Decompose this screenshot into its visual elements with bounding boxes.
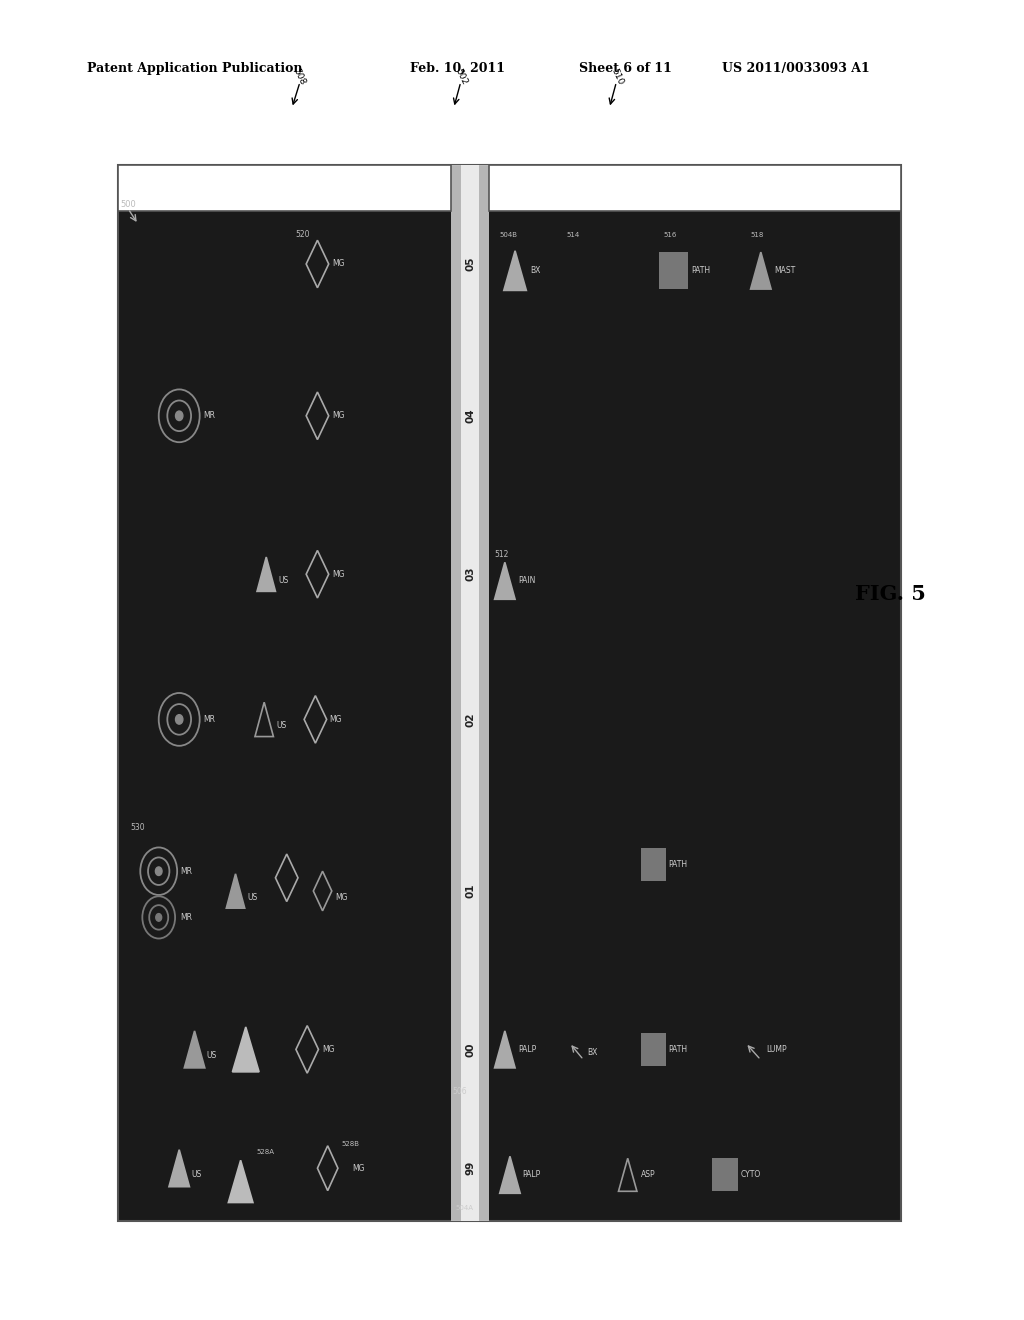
Text: PALP: PALP — [522, 1171, 541, 1179]
Bar — [118, 165, 901, 1221]
Circle shape — [175, 714, 183, 725]
Text: Sheet 6 of 11: Sheet 6 of 11 — [579, 62, 672, 75]
Text: US: US — [207, 1052, 217, 1060]
Text: 528A: 528A — [256, 1150, 274, 1155]
Text: 500: 500 — [121, 201, 136, 209]
Text: 99: 99 — [465, 1162, 475, 1175]
Text: MAST: MAST — [774, 267, 796, 275]
Text: MG: MG — [330, 715, 342, 723]
Text: 516: 516 — [664, 232, 677, 238]
Text: MR: MR — [180, 913, 193, 921]
Bar — [489, 165, 901, 211]
Text: Feb. 10, 2011: Feb. 10, 2011 — [410, 62, 505, 75]
Polygon shape — [184, 1031, 205, 1068]
Polygon shape — [495, 1031, 515, 1068]
Bar — [118, 165, 451, 211]
Text: FIG. 5: FIG. 5 — [855, 583, 926, 605]
Text: PALP: PALP — [518, 1045, 537, 1053]
Polygon shape — [169, 1150, 189, 1187]
Text: US 2011/0033093 A1: US 2011/0033093 A1 — [722, 62, 869, 75]
Text: 04: 04 — [465, 408, 475, 424]
Text: MG: MG — [335, 894, 347, 902]
Circle shape — [156, 913, 162, 921]
Text: Patent Application Publication: Patent Application Publication — [87, 62, 302, 75]
Text: 506: 506 — [453, 1088, 467, 1096]
Text: 00: 00 — [465, 1043, 475, 1056]
Text: PATH: PATH — [669, 1045, 688, 1053]
Text: 502: 502 — [454, 67, 469, 86]
Text: MG: MG — [332, 570, 344, 578]
Text: 530: 530 — [130, 824, 144, 832]
Bar — [641, 1032, 667, 1067]
Polygon shape — [257, 557, 275, 591]
Polygon shape — [500, 1156, 520, 1193]
Bar — [659, 252, 688, 289]
Text: MR: MR — [203, 412, 215, 420]
Bar — [451, 165, 489, 1221]
Circle shape — [156, 867, 162, 875]
Text: US: US — [276, 722, 287, 730]
Text: MG: MG — [332, 412, 344, 420]
Text: 02: 02 — [465, 713, 475, 726]
Text: 528B: 528B — [341, 1142, 359, 1147]
Text: MR: MR — [203, 715, 215, 723]
Text: 05: 05 — [465, 257, 475, 271]
Polygon shape — [228, 1160, 253, 1203]
Text: MG: MG — [352, 1164, 365, 1172]
Text: ASP: ASP — [641, 1171, 655, 1179]
Bar — [641, 847, 667, 882]
Text: PATH: PATH — [691, 267, 711, 275]
Polygon shape — [495, 562, 515, 599]
Text: PATH: PATH — [669, 861, 688, 869]
Text: 514: 514 — [566, 232, 580, 238]
Circle shape — [175, 411, 183, 421]
Text: MR: MR — [180, 867, 193, 875]
Text: LUMP: LUMP — [766, 1045, 786, 1053]
Text: US: US — [279, 577, 289, 585]
Polygon shape — [504, 251, 526, 290]
Text: BX: BX — [587, 1048, 597, 1056]
Text: US: US — [248, 894, 258, 902]
Text: PAIN: PAIN — [518, 577, 536, 585]
Text: 01: 01 — [465, 884, 475, 898]
Text: 512: 512 — [495, 550, 509, 558]
Polygon shape — [226, 874, 245, 908]
Polygon shape — [751, 252, 771, 289]
Bar — [713, 1159, 737, 1191]
Bar — [461, 165, 479, 1221]
Text: US: US — [191, 1171, 202, 1179]
Text: MG: MG — [332, 260, 344, 268]
Text: 504B: 504B — [500, 232, 518, 238]
Text: 504A: 504A — [456, 1205, 474, 1210]
Text: BX: BX — [530, 267, 541, 275]
Text: 510: 510 — [609, 67, 625, 86]
Text: MG: MG — [323, 1045, 335, 1053]
Text: 508: 508 — [292, 67, 307, 86]
Text: 518: 518 — [751, 232, 764, 238]
Polygon shape — [232, 1027, 259, 1072]
Text: CYTO: CYTO — [740, 1171, 761, 1179]
Text: 03: 03 — [465, 568, 475, 581]
Text: 520: 520 — [295, 231, 309, 239]
